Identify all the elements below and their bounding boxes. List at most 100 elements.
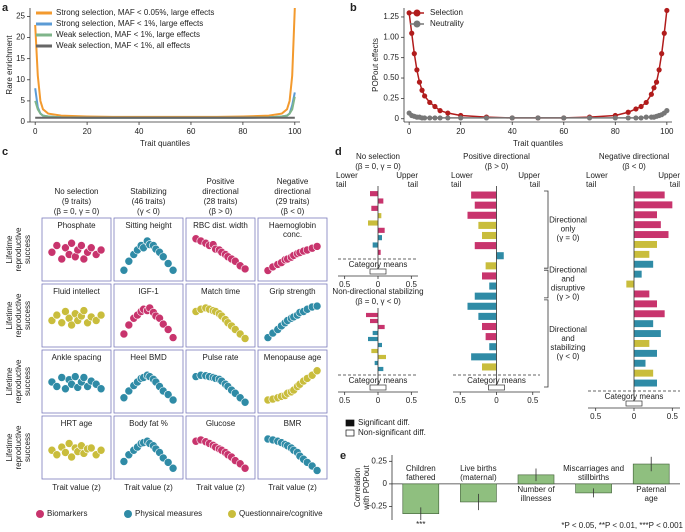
bar <box>378 235 382 241</box>
bar <box>489 282 497 290</box>
point <box>79 254 89 264</box>
legend-label: Non-significant diff. <box>358 428 426 437</box>
point <box>119 265 129 275</box>
panel-frame <box>185 349 256 414</box>
legend-label: Physical measures <box>135 509 202 518</box>
means-box <box>625 400 643 407</box>
x-axis-label: Trait value (z) <box>52 483 101 492</box>
panel-title: HRT age <box>61 419 93 428</box>
point <box>96 310 106 320</box>
point <box>432 103 438 110</box>
point <box>86 443 96 453</box>
point <box>52 450 62 460</box>
column-title: directional <box>274 187 311 196</box>
x-axis-label: Trait value (z) <box>268 483 317 492</box>
x-tick-label: Paternal <box>636 485 666 494</box>
point <box>119 393 129 403</box>
bar <box>378 366 384 372</box>
x-tick-label: 0.5 <box>406 280 418 289</box>
means-label: Category means <box>349 376 408 385</box>
panel-frame <box>257 415 328 480</box>
point <box>458 115 464 121</box>
bar <box>634 201 673 209</box>
panel-frame <box>185 415 256 480</box>
point <box>406 10 412 16</box>
y-tick-label: 0.25 <box>383 93 399 102</box>
panel-title: Heel BMD <box>130 353 167 362</box>
row-label: reproductive <box>14 359 23 404</box>
tail-label: tail <box>586 180 596 189</box>
x-tick-label: Miscarriages and <box>563 464 624 473</box>
bar <box>482 272 497 280</box>
column-title: (γ < 0) <box>137 207 160 216</box>
row-label: success <box>23 235 32 264</box>
point <box>427 99 433 106</box>
bracket-label: stabilizing <box>550 343 585 352</box>
point <box>586 115 593 121</box>
point <box>483 115 490 121</box>
tail-label: Upper <box>396 171 418 180</box>
panel-title: conc. <box>283 230 302 239</box>
point <box>437 115 443 121</box>
point <box>648 91 654 97</box>
bracket-label: Directional <box>549 266 587 275</box>
panel-title: Body fat % <box>129 419 168 428</box>
point <box>67 452 76 462</box>
point <box>422 115 428 121</box>
bar <box>474 292 497 300</box>
panel-frame <box>113 349 184 414</box>
point <box>419 87 425 93</box>
column-title: Positive <box>206 177 235 186</box>
point <box>96 384 106 394</box>
point <box>61 307 70 316</box>
bracket <box>544 190 549 269</box>
bracket <box>544 299 549 388</box>
point <box>535 115 541 121</box>
bar <box>370 191 378 197</box>
point <box>64 439 74 448</box>
bracket-label: disruptive <box>551 284 586 293</box>
x-tick-label: Children <box>406 464 436 473</box>
point <box>77 241 86 250</box>
point <box>124 320 134 330</box>
point <box>52 310 62 320</box>
bar <box>634 270 642 278</box>
x-tick-label: (maternal) <box>460 473 497 482</box>
bar <box>634 330 661 338</box>
point <box>124 386 134 396</box>
bar <box>634 221 661 229</box>
point <box>664 7 670 14</box>
panel-title: RBC dist. width <box>193 221 248 230</box>
panel-title: No selection <box>356 152 400 161</box>
panel-frame <box>113 217 184 282</box>
panel-title: (β = 0, γ = 0) <box>355 162 401 171</box>
column-title: (9 traits) <box>62 197 92 206</box>
y-tick-label: 5 <box>21 96 26 105</box>
point <box>633 106 639 112</box>
bar <box>634 310 665 318</box>
bar <box>634 300 657 308</box>
column-title: (β > 0) <box>209 207 233 216</box>
panel-title: BMR <box>284 419 302 428</box>
x-tick-label: 40 <box>135 127 144 136</box>
bar <box>372 242 378 248</box>
bar <box>372 330 378 336</box>
bracket <box>544 269 549 299</box>
point <box>240 334 250 343</box>
bar <box>634 339 650 347</box>
panel-label: a <box>2 2 9 14</box>
point <box>653 79 660 85</box>
point <box>643 114 649 120</box>
bar <box>478 221 497 229</box>
legend-label: Strong selection, MAF < 1%, large effect… <box>56 19 203 28</box>
panel-frame <box>185 283 256 348</box>
row-label: Lifetime <box>5 367 14 396</box>
panel-frame <box>41 349 112 414</box>
x-tick-label: 0.5 <box>406 396 418 405</box>
means-label: Category means <box>349 260 408 269</box>
point <box>96 245 106 255</box>
tail-label: tail <box>451 180 461 189</box>
point <box>163 325 173 334</box>
bar <box>482 322 497 331</box>
point <box>240 463 250 473</box>
